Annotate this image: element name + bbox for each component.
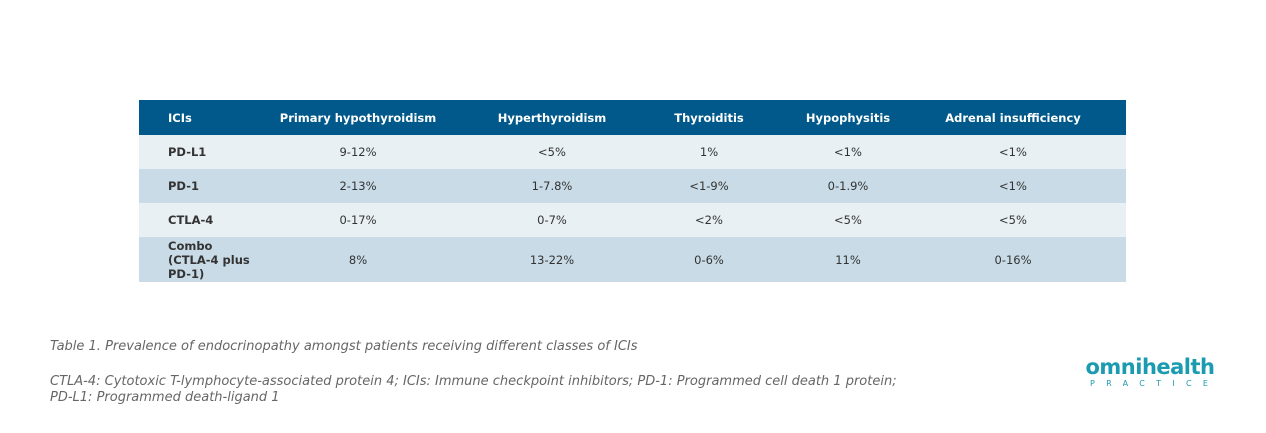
caption: Table 1. Prevalence of endocrinopathy am… xyxy=(50,339,638,354)
cell: CTLA-4 xyxy=(168,213,214,227)
cell: <1-9% xyxy=(689,179,729,193)
footnote: CTLA-4: Cytotoxic T-lymphocyte-associate… xyxy=(50,374,897,406)
cell: <1% xyxy=(999,179,1027,193)
cell: <1% xyxy=(834,145,862,159)
logo-sub: PRACTICE xyxy=(1090,379,1220,388)
logo: omnihealth PRACTICE xyxy=(1084,355,1216,389)
footnote-line: CTLA-4: Cytotoxic T-lymphocyte-associate… xyxy=(50,374,897,389)
cell: 0-6% xyxy=(694,252,724,267)
table-row: PD-1 2-13% 1-7.8% <1-9% 0-1.9% <1% xyxy=(139,169,1126,203)
table-row: ICIs Primary hypothyroidism Hyperthyroidis… xyxy=(139,100,1126,135)
cell: Combo (CTLA-4 plus PD-1) xyxy=(168,238,250,281)
table-row: CTLA-4 0-17% 0-7% <2% <5% <5% xyxy=(139,203,1126,237)
cell: 0-1.9% xyxy=(827,179,869,193)
header-cell: Primary hypothyroidism xyxy=(279,110,437,125)
header-cell: ICIs xyxy=(168,110,192,125)
cell: PD-1 xyxy=(168,179,199,193)
header-cell: Adrenal insufficiency xyxy=(945,110,1081,125)
header-cell: Thyroiditis xyxy=(674,110,744,125)
cell: 0-16% xyxy=(994,252,1032,267)
table: ICIs Primary hypothyroidism Hyperthyroidis… xyxy=(139,100,1126,282)
header-cell: Hypophysitis xyxy=(805,110,891,125)
table-row: PD-L1 9-12% <5% 1% <1% <1% xyxy=(139,135,1126,169)
table-row: Combo (CTLA-4 plus PD-1) 8% 13-22% 0-6% 11% 0… xyxy=(139,237,1126,282)
footnote-line: PD-L1: Programmed death-ligand 1 xyxy=(50,390,280,405)
cell: 9-12% xyxy=(339,145,377,159)
cell: 8% xyxy=(348,252,368,267)
cell: <5% xyxy=(538,145,566,159)
cell: 2-13% xyxy=(339,179,377,193)
cell: 0-17% xyxy=(339,213,377,227)
logo-brand: omnihealth xyxy=(1085,355,1215,379)
cell: <5% xyxy=(999,213,1027,227)
cell: 1-7.8% xyxy=(531,179,573,193)
cell: PD-L1 xyxy=(168,145,207,159)
cell: 0-7% xyxy=(537,213,567,227)
cell: 11% xyxy=(835,252,861,267)
cell: <2% xyxy=(695,213,723,227)
cell: <1% xyxy=(999,145,1027,159)
cell: 13-22% xyxy=(529,252,575,267)
cell: 1% xyxy=(699,145,719,159)
cell: <5% xyxy=(834,213,862,227)
header-cell: Hyperthyroidism xyxy=(497,110,607,125)
